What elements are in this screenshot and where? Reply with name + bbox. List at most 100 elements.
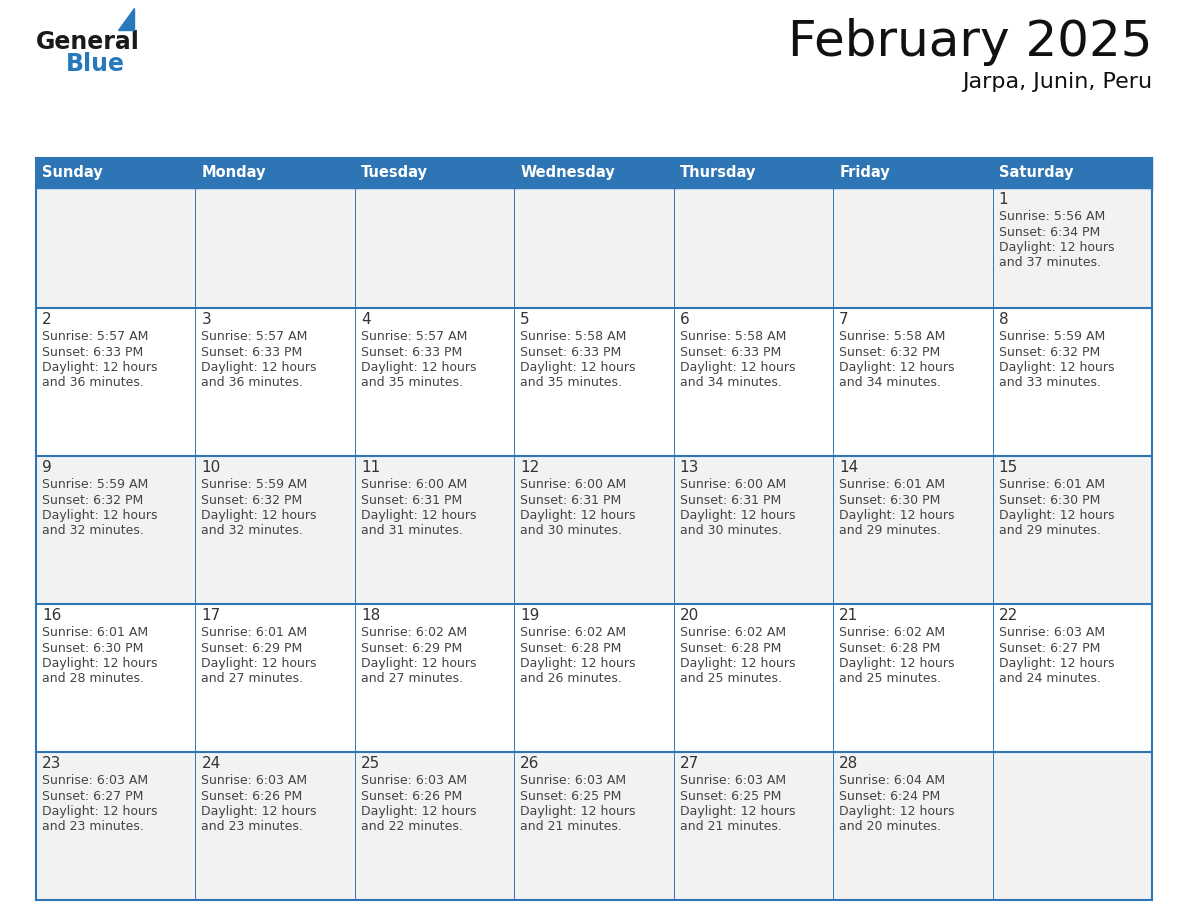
Text: Sunrise: 6:03 AM: Sunrise: 6:03 AM (680, 774, 785, 787)
Text: 14: 14 (839, 460, 859, 475)
Text: Sunrise: 6:03 AM: Sunrise: 6:03 AM (361, 774, 467, 787)
Text: Sunrise: 5:56 AM: Sunrise: 5:56 AM (999, 210, 1105, 223)
Text: 23: 23 (42, 756, 62, 771)
Text: Sunrise: 6:01 AM: Sunrise: 6:01 AM (999, 478, 1105, 491)
Text: Sunrise: 6:03 AM: Sunrise: 6:03 AM (202, 774, 308, 787)
Text: 24: 24 (202, 756, 221, 771)
Text: Sunrise: 6:04 AM: Sunrise: 6:04 AM (839, 774, 946, 787)
Text: Daylight: 12 hours: Daylight: 12 hours (202, 509, 317, 522)
Text: Sunrise: 5:57 AM: Sunrise: 5:57 AM (42, 330, 148, 343)
Text: 26: 26 (520, 756, 539, 771)
Text: and 32 minutes.: and 32 minutes. (42, 524, 144, 538)
Text: Sunrise: 6:02 AM: Sunrise: 6:02 AM (520, 626, 626, 639)
Text: Sunrise: 6:03 AM: Sunrise: 6:03 AM (999, 626, 1105, 639)
Text: Sunset: 6:33 PM: Sunset: 6:33 PM (202, 345, 303, 359)
Text: and 20 minutes.: and 20 minutes. (839, 821, 941, 834)
Text: Daylight: 12 hours: Daylight: 12 hours (42, 361, 158, 374)
Text: and 25 minutes.: and 25 minutes. (839, 673, 941, 686)
Text: and 23 minutes.: and 23 minutes. (202, 821, 303, 834)
Text: Daylight: 12 hours: Daylight: 12 hours (361, 361, 476, 374)
Text: 28: 28 (839, 756, 859, 771)
Text: Sunrise: 5:58 AM: Sunrise: 5:58 AM (839, 330, 946, 343)
Text: Sunrise: 5:58 AM: Sunrise: 5:58 AM (520, 330, 626, 343)
Text: Daylight: 12 hours: Daylight: 12 hours (680, 509, 795, 522)
Text: Sunrise: 5:59 AM: Sunrise: 5:59 AM (202, 478, 308, 491)
Text: Daylight: 12 hours: Daylight: 12 hours (520, 361, 636, 374)
Text: Daylight: 12 hours: Daylight: 12 hours (520, 657, 636, 670)
Bar (36, 188, 1152, 308)
Text: Daylight: 12 hours: Daylight: 12 hours (680, 805, 795, 818)
Text: Sunset: 6:31 PM: Sunset: 6:31 PM (520, 494, 621, 507)
Text: Sunset: 6:31 PM: Sunset: 6:31 PM (361, 494, 462, 507)
Text: and 23 minutes.: and 23 minutes. (42, 821, 144, 834)
Text: Daylight: 12 hours: Daylight: 12 hours (42, 657, 158, 670)
Bar (514, 158, 674, 188)
Text: 21: 21 (839, 608, 859, 623)
Text: Daylight: 12 hours: Daylight: 12 hours (839, 509, 955, 522)
Text: and 36 minutes.: and 36 minutes. (42, 376, 144, 389)
Text: Sunset: 6:26 PM: Sunset: 6:26 PM (202, 789, 303, 802)
Text: and 35 minutes.: and 35 minutes. (361, 376, 463, 389)
Text: Sunset: 6:28 PM: Sunset: 6:28 PM (520, 642, 621, 655)
Text: 19: 19 (520, 608, 539, 623)
Text: Sunset: 6:27 PM: Sunset: 6:27 PM (42, 789, 144, 802)
Text: and 36 minutes.: and 36 minutes. (202, 376, 303, 389)
Text: Sunset: 6:33 PM: Sunset: 6:33 PM (680, 345, 781, 359)
Text: Sunrise: 6:02 AM: Sunrise: 6:02 AM (839, 626, 946, 639)
Text: and 32 minutes.: and 32 minutes. (202, 524, 303, 538)
Text: Saturday: Saturday (999, 165, 1073, 181)
Text: 17: 17 (202, 608, 221, 623)
Bar (36, 752, 1152, 900)
Text: Sunrise: 6:01 AM: Sunrise: 6:01 AM (202, 626, 308, 639)
Text: Daylight: 12 hours: Daylight: 12 hours (520, 805, 636, 818)
Text: 3: 3 (202, 312, 211, 327)
Text: 22: 22 (999, 608, 1018, 623)
Text: Sunrise: 6:02 AM: Sunrise: 6:02 AM (361, 626, 467, 639)
Text: 27: 27 (680, 756, 699, 771)
Text: and 31 minutes.: and 31 minutes. (361, 524, 463, 538)
Text: and 33 minutes.: and 33 minutes. (999, 376, 1100, 389)
Bar (196, 158, 355, 188)
Text: Sunrise: 6:01 AM: Sunrise: 6:01 AM (839, 478, 946, 491)
Polygon shape (118, 8, 134, 30)
Text: Daylight: 12 hours: Daylight: 12 hours (42, 509, 158, 522)
Text: Daylight: 12 hours: Daylight: 12 hours (680, 361, 795, 374)
Text: General: General (36, 30, 140, 54)
Text: Daylight: 12 hours: Daylight: 12 hours (839, 361, 955, 374)
Text: Sunset: 6:24 PM: Sunset: 6:24 PM (839, 789, 941, 802)
Text: Daylight: 12 hours: Daylight: 12 hours (42, 805, 158, 818)
Text: Daylight: 12 hours: Daylight: 12 hours (202, 657, 317, 670)
Text: and 35 minutes.: and 35 minutes. (520, 376, 623, 389)
Text: and 24 minutes.: and 24 minutes. (999, 673, 1100, 686)
Text: Sunset: 6:25 PM: Sunset: 6:25 PM (680, 789, 781, 802)
Text: Daylight: 12 hours: Daylight: 12 hours (680, 657, 795, 670)
Text: Blue: Blue (67, 52, 125, 76)
Text: 6: 6 (680, 312, 689, 327)
Bar (674, 158, 833, 188)
Text: and 30 minutes.: and 30 minutes. (680, 524, 782, 538)
Text: Sunset: 6:31 PM: Sunset: 6:31 PM (680, 494, 781, 507)
Bar (36, 158, 196, 188)
Text: 11: 11 (361, 460, 380, 475)
Text: 2: 2 (42, 312, 51, 327)
Bar (36, 604, 1152, 752)
Text: and 34 minutes.: and 34 minutes. (839, 376, 941, 389)
Text: Sunrise: 6:02 AM: Sunrise: 6:02 AM (680, 626, 785, 639)
Text: and 29 minutes.: and 29 minutes. (999, 524, 1100, 538)
Text: 5: 5 (520, 312, 530, 327)
Text: Monday: Monday (202, 165, 266, 181)
Text: Sunset: 6:33 PM: Sunset: 6:33 PM (42, 345, 144, 359)
Text: and 37 minutes.: and 37 minutes. (999, 256, 1100, 270)
Text: Sunrise: 6:00 AM: Sunrise: 6:00 AM (361, 478, 467, 491)
Bar (992, 158, 1152, 188)
Text: Sunrise: 5:59 AM: Sunrise: 5:59 AM (42, 478, 148, 491)
Text: 13: 13 (680, 460, 699, 475)
Text: Sunset: 6:26 PM: Sunset: 6:26 PM (361, 789, 462, 802)
Bar (355, 158, 514, 188)
Text: and 26 minutes.: and 26 minutes. (520, 673, 623, 686)
Text: Sunset: 6:32 PM: Sunset: 6:32 PM (999, 345, 1100, 359)
Text: Wednesday: Wednesday (520, 165, 615, 181)
Text: and 27 minutes.: and 27 minutes. (361, 673, 463, 686)
Text: 16: 16 (42, 608, 62, 623)
Text: 4: 4 (361, 312, 371, 327)
